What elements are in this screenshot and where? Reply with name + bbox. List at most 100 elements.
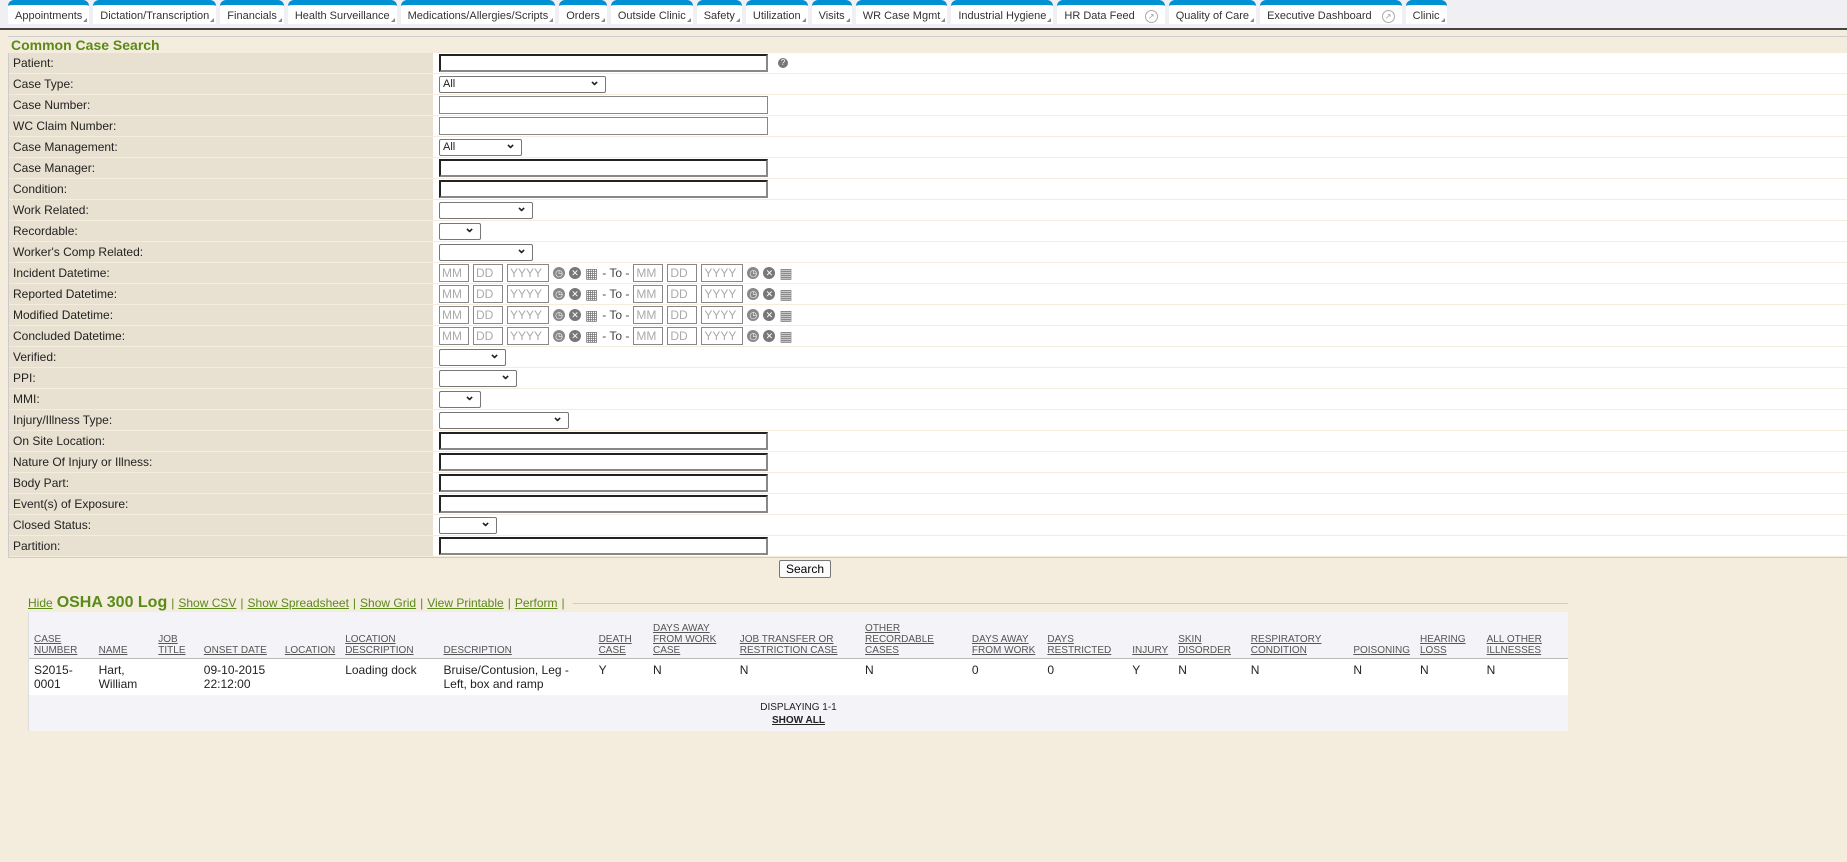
help-icon[interactable]: ? bbox=[778, 58, 788, 68]
case-type-select[interactable]: All bbox=[439, 73, 606, 93]
show-spreadsheet-link[interactable]: Show Spreadsheet bbox=[247, 596, 349, 610]
reported-datetime-from-yyyy[interactable]: YYYY bbox=[507, 285, 549, 303]
clear-icon[interactable]: ✕ bbox=[763, 309, 776, 321]
tab-wr-case-mgmt[interactable]: WR Case Mgmt bbox=[855, 0, 948, 24]
event-s-of-exposure-input[interactable] bbox=[439, 495, 768, 513]
clear-icon[interactable]: ✕ bbox=[763, 267, 776, 279]
column-header[interactable]: SKIN DISORDER bbox=[1173, 612, 1246, 659]
calendar-icon[interactable]: ▦ bbox=[779, 327, 793, 344]
case-management-select[interactable]: All bbox=[439, 136, 522, 156]
body-part-input[interactable] bbox=[439, 474, 768, 492]
column-header[interactable]: POISONING bbox=[1348, 612, 1415, 659]
clock-icon[interactable]: ◷ bbox=[553, 288, 565, 300]
concluded-datetime-to-dd[interactable]: DD bbox=[667, 327, 698, 345]
incident-datetime-from-dd[interactable]: DD bbox=[473, 264, 503, 282]
clear-icon[interactable]: ✕ bbox=[763, 288, 776, 300]
partition-input[interactable] bbox=[439, 537, 768, 555]
reported-datetime-to-mm[interactable]: MM bbox=[633, 285, 664, 303]
incident-datetime-from-mm[interactable]: MM bbox=[439, 264, 469, 282]
tab-safety[interactable]: Safety bbox=[696, 0, 742, 24]
view-printable-link[interactable]: View Printable bbox=[427, 596, 504, 610]
column-header[interactable]: JOB TRANSFER OR RESTRICTION CASE bbox=[734, 612, 861, 659]
table-row[interactable]: S2015-0001 Hart, William 09-10-2015 22:12:… bbox=[29, 658, 1568, 695]
concluded-datetime-from-dd[interactable]: DD bbox=[473, 327, 503, 345]
modified-datetime-to-dd[interactable]: DD bbox=[667, 306, 698, 324]
tab-appointments[interactable]: Appointments bbox=[8, 0, 90, 24]
tab-outside-clinic[interactable]: Outside Clinic bbox=[610, 0, 693, 24]
clock-icon[interactable]: ◷ bbox=[747, 288, 760, 300]
column-header[interactable]: ONSET DATE bbox=[198, 612, 280, 659]
modified-datetime-to-mm[interactable]: MM bbox=[633, 306, 664, 324]
reported-datetime-from-dd[interactable]: DD bbox=[473, 285, 503, 303]
clock-icon[interactable]: ◷ bbox=[747, 330, 760, 342]
calendar-icon[interactable]: ▦ bbox=[585, 327, 599, 344]
clock-icon[interactable]: ◷ bbox=[553, 267, 565, 279]
clock-icon[interactable]: ◷ bbox=[553, 309, 565, 321]
reported-datetime-to-yyyy[interactable]: YYYY bbox=[701, 285, 744, 303]
ppi-select[interactable] bbox=[439, 367, 517, 387]
clear-icon[interactable]: ✕ bbox=[763, 330, 776, 342]
calendar-icon[interactable]: ▦ bbox=[779, 285, 793, 302]
calendar-icon[interactable]: ▦ bbox=[585, 306, 599, 323]
search-button[interactable]: Search bbox=[779, 560, 832, 578]
incident-datetime-to-dd[interactable]: DD bbox=[667, 264, 698, 282]
tab-orders[interactable]: Orders bbox=[559, 0, 607, 24]
show-csv-link[interactable]: Show CSV bbox=[178, 596, 237, 610]
mmi-select[interactable] bbox=[439, 388, 481, 408]
column-header[interactable]: RESPIRATORY CONDITION bbox=[1245, 612, 1349, 659]
clear-icon[interactable]: ✕ bbox=[569, 267, 581, 279]
column-header[interactable]: DAYS AWAY FROM WORK bbox=[966, 612, 1043, 659]
tab-utilization[interactable]: Utilization bbox=[745, 0, 808, 24]
show-grid-link[interactable]: Show Grid bbox=[360, 596, 417, 610]
recordable-select[interactable] bbox=[439, 220, 481, 240]
column-header[interactable]: CASE NUMBER bbox=[29, 612, 94, 659]
modified-datetime-to-yyyy[interactable]: YYYY bbox=[701, 306, 744, 324]
tab-health-surveillance[interactable]: Health Surveillance bbox=[287, 0, 397, 24]
tab-quality-of-care[interactable]: Quality of Care bbox=[1168, 0, 1257, 24]
condition-input[interactable] bbox=[439, 180, 768, 198]
reported-datetime-to-dd[interactable]: DD bbox=[667, 285, 698, 303]
clock-icon[interactable]: ◷ bbox=[747, 309, 760, 321]
clear-icon[interactable]: ✕ bbox=[569, 309, 581, 321]
concluded-datetime-from-mm[interactable]: MM bbox=[439, 327, 469, 345]
clear-icon[interactable]: ✕ bbox=[569, 330, 581, 342]
calendar-icon[interactable]: ▦ bbox=[585, 285, 599, 302]
tab-clinic[interactable]: Clinic bbox=[1405, 0, 1447, 24]
hide-link[interactable]: Hide bbox=[28, 596, 53, 610]
column-header[interactable]: NAME bbox=[93, 612, 154, 659]
tab-hr-data-feed[interactable]: HR Data Feed ↗ bbox=[1057, 0, 1165, 24]
column-header[interactable]: LOCATION bbox=[279, 612, 341, 659]
concluded-datetime-to-yyyy[interactable]: YYYY bbox=[701, 327, 744, 345]
incident-datetime-to-mm[interactable]: MM bbox=[633, 264, 664, 282]
case-number-input[interactable] bbox=[439, 96, 768, 114]
clock-icon[interactable]: ◷ bbox=[553, 330, 565, 342]
reported-datetime-from-mm[interactable]: MM bbox=[439, 285, 469, 303]
tab-executive-dashboard[interactable]: Executive Dashboard ↗ bbox=[1260, 0, 1402, 24]
case-manager-input[interactable] bbox=[439, 159, 768, 177]
external-link-icon[interactable]: ↗ bbox=[1144, 9, 1158, 23]
column-header[interactable]: DEATH CASE bbox=[593, 612, 648, 659]
column-header[interactable]: INJURY bbox=[1127, 612, 1174, 659]
external-link-icon[interactable]: ↗ bbox=[1381, 9, 1395, 23]
column-header[interactable]: LOCATION DESCRIPTION bbox=[340, 612, 439, 659]
closed-status-select[interactable] bbox=[439, 514, 497, 534]
concluded-datetime-from-yyyy[interactable]: YYYY bbox=[507, 327, 549, 345]
calendar-icon[interactable]: ▦ bbox=[779, 306, 793, 323]
calendar-icon[interactable]: ▦ bbox=[779, 264, 793, 281]
tab-dictation-transcription[interactable]: Dictation/Transcription bbox=[93, 0, 217, 24]
tab-visits[interactable]: Visits bbox=[811, 0, 852, 24]
patient-input[interactable] bbox=[439, 54, 768, 72]
wc-claim-number-input[interactable] bbox=[439, 117, 768, 135]
nature-of-injury-or-illness-input[interactable] bbox=[439, 453, 768, 471]
on-site-location-input[interactable] bbox=[439, 432, 768, 450]
column-header[interactable]: JOB TITLE bbox=[153, 612, 199, 659]
column-header[interactable]: OTHER RECORDABLE CASES bbox=[860, 612, 967, 659]
show-all-link[interactable]: SHOW ALL bbox=[772, 714, 825, 726]
clear-icon[interactable]: ✕ bbox=[569, 288, 581, 300]
column-header[interactable]: DESCRIPTION bbox=[438, 612, 594, 659]
verified-select[interactable] bbox=[439, 346, 506, 366]
perform-link[interactable]: Perform bbox=[514, 596, 558, 610]
concluded-datetime-to-mm[interactable]: MM bbox=[633, 327, 664, 345]
incident-datetime-to-yyyy[interactable]: YYYY bbox=[701, 264, 744, 282]
injury-illness-type-select[interactable] bbox=[439, 409, 569, 429]
